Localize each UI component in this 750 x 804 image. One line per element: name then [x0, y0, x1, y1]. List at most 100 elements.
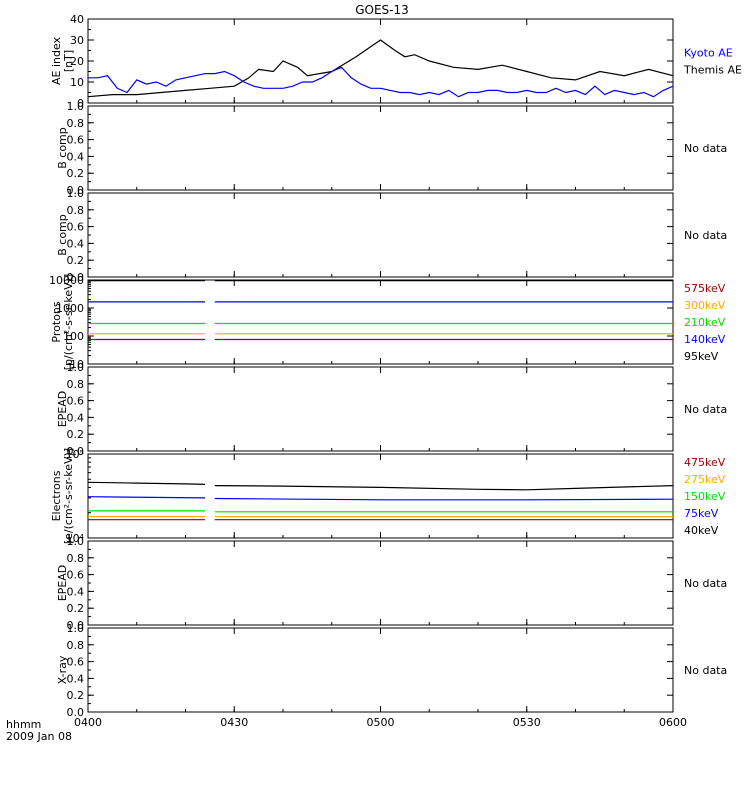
y-tick-label-epead2: 0.8 [67, 552, 85, 565]
y-tick-label-bcomp2: 0.8 [67, 204, 85, 217]
legend-entry-95kev: 95keV [684, 350, 719, 363]
legend-entry-575kev: 575keV [684, 282, 726, 295]
series-line-75kev [214, 497, 674, 501]
x-axis: 0400 0430 0500 0530 0600 [74, 19, 687, 729]
y-tick-label-epead2: 0.4 [67, 585, 85, 598]
x-tick-label: 0430 [220, 716, 248, 729]
panel-frame-bcomp1 [87, 105, 674, 191]
legend-entry-kyoto-ae: Kyoto AE [684, 47, 733, 60]
legend-entry-40kev: 40keV [684, 524, 719, 537]
y-tick-label-ae: 10 [70, 76, 84, 89]
panel-epead1: 0.0 0.2 0.4 0.6 0.8 1.0 EPEAD No data [56, 361, 727, 458]
y-axis-unit-electrons: [e/(cm²-s-sr-keV)] [62, 448, 75, 544]
x-tick-label: 0530 [513, 716, 541, 729]
y-tick-label-xray: 0.6 [67, 656, 85, 669]
y-tick-label-ae: 0 [77, 97, 84, 110]
y-tick-label-protons: 1000 [56, 302, 84, 315]
y-tick-label-protons: 100 [63, 330, 84, 343]
panel-bcomp2: 0.0 0.2 0.4 0.6 0.8 1.0 B comp No data [56, 187, 727, 284]
y-tick-label-epead2: 0.6 [67, 569, 85, 582]
no-data-label-bcomp2: No data [684, 229, 727, 242]
y-tick-label-xray: 0.0 [67, 706, 85, 719]
panel-frame-bcomp2 [87, 192, 674, 278]
y-tick-label-protons: 10 [70, 358, 84, 371]
y-tick-label-ae: 40 [70, 13, 84, 26]
y-tick-label-epead2: 1.0 [67, 535, 85, 548]
y-tick-label-bcomp1: 0.2 [67, 167, 85, 180]
y-tick-label-epead1: 0.0 [67, 445, 85, 458]
panel-xray: 0.0 0.2 0.4 0.6 0.8 1.0 X-ray No data [56, 622, 727, 719]
y-axis-label-epead1: EPEAD [56, 391, 69, 428]
panel-frame-xray [87, 627, 674, 713]
y-axis-label-bcomp2: B comp [56, 214, 69, 256]
no-data-label-xray: No data [684, 664, 727, 677]
y-axis-label-bcomp1: B comp [56, 127, 69, 169]
y-tick-label-electrons: 10⁴ [66, 532, 85, 545]
panel-bcomp1: 0.0 0.2 0.4 0.6 0.8 1.0 B comp No data [56, 100, 727, 197]
legend-entry-210kev: 210keV [684, 316, 726, 329]
y-tick-label-bcomp2: 0.0 [67, 271, 85, 284]
no-data-label-epead1: No data [684, 403, 727, 416]
y-tick-label-epead1: 0.2 [67, 428, 85, 441]
legend-entry-475kev: 475keV [684, 456, 726, 469]
y-tick-label-xray: 0.2 [67, 689, 85, 702]
y-tick-label-epead1: 0.4 [67, 411, 85, 424]
y-axis-label-ae: AE index [50, 36, 63, 85]
y-axis-unit-ae: [nT] [62, 50, 75, 72]
panel-frame-protons [87, 279, 674, 365]
legend-entry-150kev: 150keV [684, 490, 726, 503]
x-axis-label-date: 2009 Jan 08 [6, 730, 72, 743]
y-axis-label-epead2: EPEAD [56, 565, 69, 602]
y-tick-label-epead1: 0.6 [67, 395, 85, 408]
y-tick-label-electrons: 10⁵ [66, 448, 84, 461]
no-data-label-bcomp1: No data [684, 142, 727, 155]
y-tick-label-epead1: 1.0 [67, 361, 85, 374]
y-tick-label-bcomp2: 0.6 [67, 221, 85, 234]
y-axis-unit-protons: [p/(cm²-s-sr-keV)] [62, 274, 75, 371]
y-tick-label-bcomp1: 0.4 [67, 150, 85, 163]
x-axis-label-hhmm: hhmm [6, 718, 41, 731]
panel-epead2: 0.0 0.2 0.4 0.6 0.8 1.0 EPEAD No data [56, 535, 727, 632]
y-tick-label-epead2: 0.0 [67, 619, 85, 632]
y-tick-label-protons: 10000 [49, 274, 84, 287]
legend-entry-75kev: 75keV [684, 507, 719, 520]
y-tick-label-ae: 30 [70, 34, 84, 47]
series-line-40kev [87, 481, 206, 485]
y-tick-label-xray: 0.8 [67, 639, 85, 652]
y-tick-label-xray: 0.4 [67, 672, 85, 685]
y-tick-label-bcomp2: 1.0 [67, 187, 85, 200]
y-tick-label-epead2: 0.2 [67, 602, 85, 615]
panel-stack: 0 10 20 30 40 AE index [nT] Kyoto AE Themis AE 0.… [49, 13, 742, 719]
panel-protons: 10 100 1000 10000 Protons [p/(cm²-s-sr-keV)] 5… [49, 274, 726, 371]
y-axis-label-xray: X-ray [56, 655, 69, 684]
y-tick-label-bcomp1: 0.8 [67, 117, 85, 130]
x-tick-label: 0500 [367, 716, 395, 729]
series-line-40kev [214, 485, 674, 491]
series-line-75kev [87, 496, 206, 499]
chart-title: GOES-13 [355, 3, 409, 17]
y-axis-label-electrons: Electrons [50, 470, 63, 521]
y-tick-label-xray: 1.0 [67, 622, 85, 635]
panel-ae: 0 10 20 30 40 AE index [nT] Kyoto AE Themis AE [50, 13, 742, 110]
panel-frame-epead1 [87, 366, 674, 452]
legend-entry-275kev: 275keV [684, 473, 726, 486]
y-axis-label-protons: Protons [50, 301, 63, 342]
series-line-themis-ae [87, 39, 674, 98]
no-data-label-epead2: No data [684, 577, 727, 590]
x-tick-label: 0400 [74, 716, 102, 729]
x-tick-label: 0600 [659, 716, 687, 729]
y-tick-label-epead1: 0.8 [67, 378, 85, 391]
legend-entry-themis-ae: Themis AE [683, 64, 742, 77]
y-tick-label-ae: 20 [70, 55, 84, 68]
y-tick-label-bcomp2: 0.2 [67, 254, 85, 267]
y-tick-label-bcomp1: 0.6 [67, 134, 85, 147]
panel-frame-electrons [87, 453, 674, 539]
legend-entry-140kev: 140keV [684, 333, 726, 346]
y-tick-label-bcomp2: 0.4 [67, 237, 85, 250]
panel-frame-ae [87, 18, 674, 104]
series-line-kyoto-ae [88, 66, 674, 98]
legend-entry-300kev: 300keV [684, 299, 726, 312]
